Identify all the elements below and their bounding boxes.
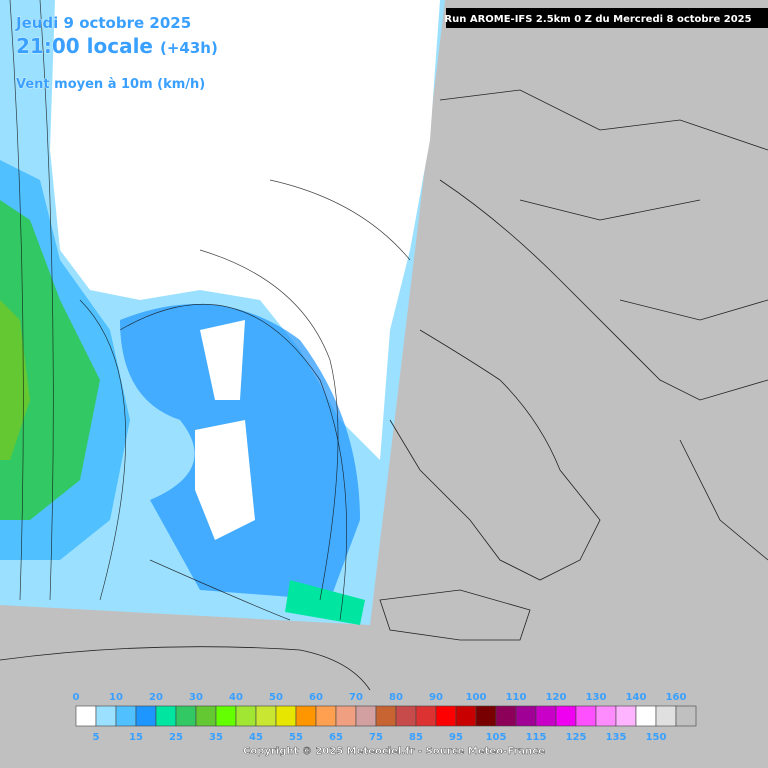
legend-tick-label: 65 [329,732,343,743]
legend-tick-label: 15 [129,732,143,743]
legend-tick-label: 55 [289,732,303,743]
legend-swatch [475,705,497,727]
legend: 0 5 10 15 20 25 30 35 40 45 50 55 60 65 70 75 80 85 90 95 10… [73,692,697,743]
legend-tick-label: 35 [209,732,223,743]
legend-swatch [495,705,517,727]
date: Jeudi 9 octobre 2025 [15,14,191,32]
legend-swatch [575,705,597,727]
legend-tick-label: 90 [429,692,443,703]
streamline [149,559,291,621]
legend-tick-label: 105 [486,732,507,743]
streamline [269,179,411,261]
legend-tick-label: 115 [526,732,547,743]
legend-tick-label: 135 [606,732,627,743]
legend-tick-label: 5 [93,732,100,743]
legend-tick-label: 45 [249,732,263,743]
legend-tick-label: 10 [109,692,123,703]
legend-swatch [175,705,197,727]
land-low-wind [50,0,440,460]
run-banner [446,8,768,28]
lead-time: (+43h) [160,39,218,57]
legend-tick-label: 60 [309,692,323,703]
streamline [79,299,127,601]
legend-swatch [375,705,397,727]
legend-tick-label: 70 [349,692,363,703]
wind-zone [0,200,100,520]
border [439,89,768,561]
wind-zone [0,300,30,460]
legend-tick-label: 130 [586,692,607,703]
legend-tick-label: 125 [566,732,587,743]
coastline [0,646,371,691]
legend-tick-label: 160 [666,692,687,703]
legend-swatch [275,705,297,727]
legend-swatch [555,705,577,727]
streamline [9,0,24,601]
legend-tick-label: 50 [269,692,283,703]
streamline [199,249,339,601]
coastline [379,589,531,641]
legend-tick-label: 150 [646,732,667,743]
time: 21:00 locale [16,34,153,58]
wind-zone [285,580,365,625]
legend-swatch [95,705,117,727]
legend-tick-label: 20 [149,692,163,703]
coastline [389,329,601,581]
island [195,320,255,540]
legend-swatch [155,705,177,727]
legend-swatch [315,705,337,727]
coastline [439,179,768,401]
legend-swatch [615,705,637,727]
legend-tick-label: 30 [189,692,203,703]
legend-swatch [395,705,417,727]
legend-tick-label: 95 [449,732,463,743]
legend-swatch [595,705,617,727]
legend-swatch [115,705,137,727]
streamline [119,303,347,621]
legend-swatch [415,705,437,727]
legend-swatch [135,705,157,727]
run-label: Run AROME-IFS 2.5km 0 Z du Mercredi 8 oc… [444,14,751,25]
streamline [39,0,54,601]
legend-swatch [355,705,377,727]
legend-swatch [535,705,557,727]
legend-swatch [455,705,477,727]
legend-tick-label: 85 [409,732,423,743]
legend-swatch [335,705,357,727]
legend-swatch [295,705,317,727]
legend-swatch [435,705,457,727]
legend-tick-label: 80 [389,692,403,703]
legend-tick-label: 140 [626,692,647,703]
legend-tick-label: 25 [169,732,183,743]
legend-tick-label: 120 [546,692,567,703]
legend-swatch [515,705,537,727]
legend-swatch [235,705,257,727]
legend-tick-label: 75 [369,732,383,743]
legend-swatch [255,705,277,727]
legend-tick-label: 40 [229,692,243,703]
streamlines [9,0,411,621]
legend-swatch [655,705,677,727]
parameter: Vent moyen à 10m (km/h) [16,77,205,92]
legend-swatch [75,705,97,727]
legend-tick-label: 0 [73,692,80,703]
copyright: Copyright © 2025 Meteociel.fr - Source M… [243,746,545,757]
borders [0,89,768,691]
legend-tick-label: 110 [506,692,527,703]
legend-swatch [675,705,697,727]
legend-swatch [215,705,237,727]
legend-swatch [195,705,217,727]
legend-tick-label: 100 [466,692,487,703]
legend-swatch [635,705,657,727]
